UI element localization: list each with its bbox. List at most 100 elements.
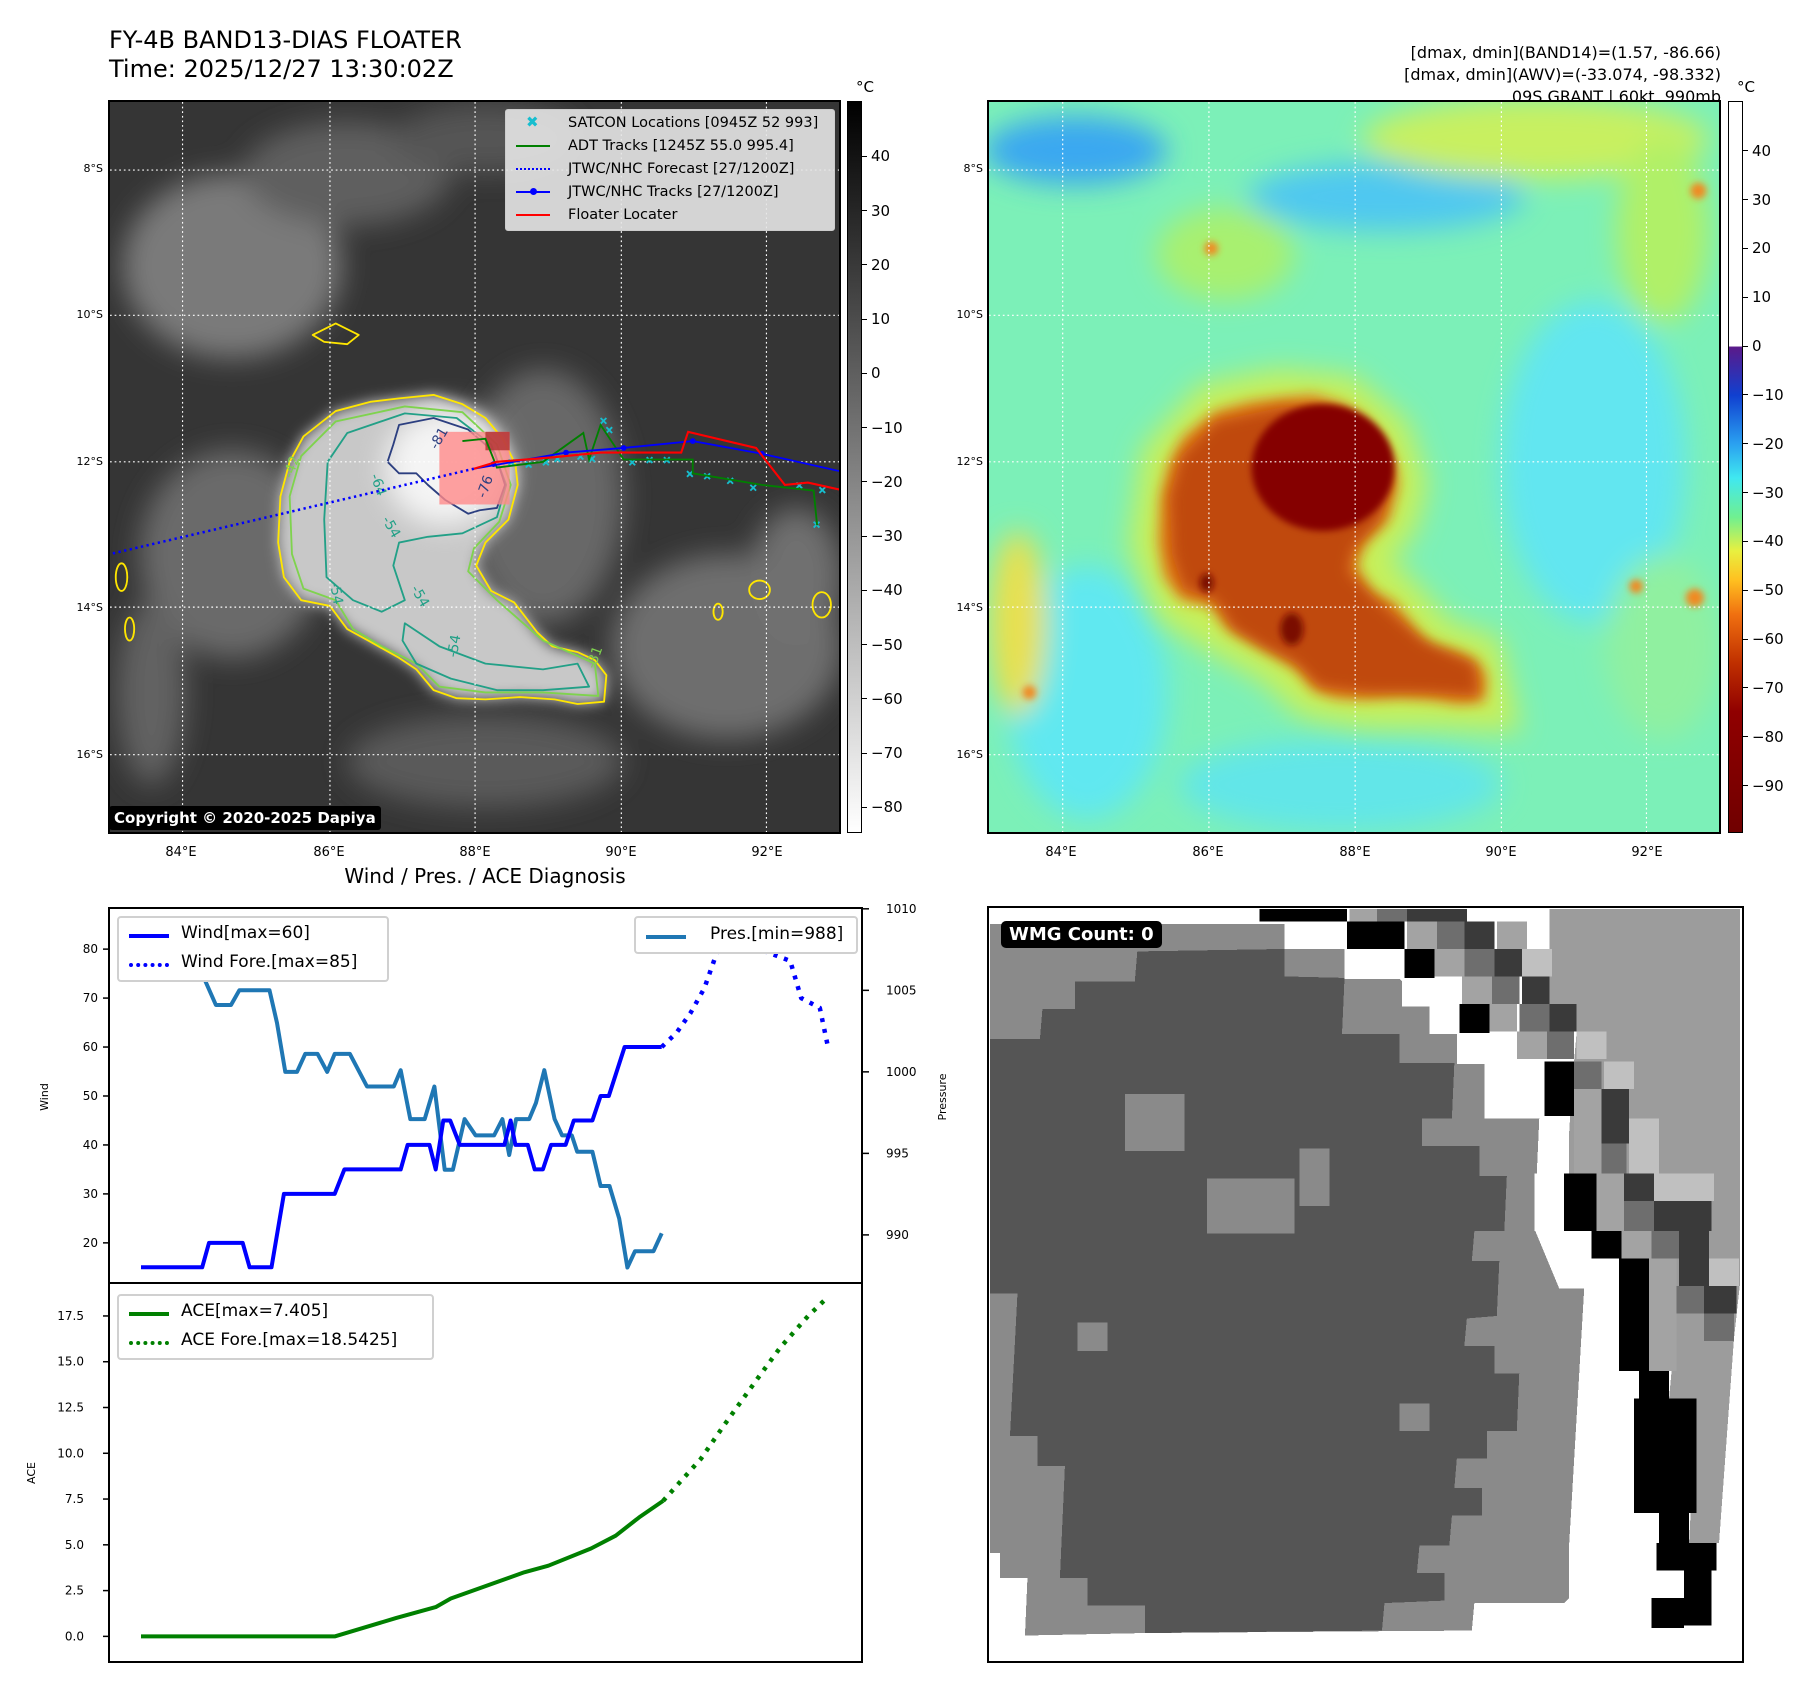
adt-track xyxy=(462,422,819,526)
line-icon xyxy=(129,922,169,944)
awv-spots xyxy=(1022,182,1707,700)
colorbar-tick-label: −10 xyxy=(1752,385,1784,404)
ace-tick-label: 17.5 xyxy=(57,1309,84,1323)
ace-tick-label: 12.5 xyxy=(57,1401,84,1415)
dotted-line-icon xyxy=(516,158,550,180)
lat-label: 14°S xyxy=(76,601,103,614)
colorbar-tick-label: −90 xyxy=(1752,776,1784,795)
lat-label: 16°S xyxy=(76,748,103,761)
legend-label: JTWC/NHC Tracks [27/1200Z] xyxy=(568,184,779,200)
lat-label: 10°S xyxy=(956,308,983,321)
colorbar-tick xyxy=(862,264,867,266)
contour-green xyxy=(288,405,600,697)
legend-label: Floater Locater xyxy=(568,207,678,223)
awv-map xyxy=(987,100,1721,834)
wind-line xyxy=(141,1045,662,1270)
line-dot-icon xyxy=(516,181,550,203)
ace-tick-label: 2.5 xyxy=(65,1584,84,1598)
ace-line xyxy=(141,1499,665,1639)
colorbar-tick xyxy=(1743,296,1748,298)
colorbar-tick-label: 0 xyxy=(1752,337,1762,356)
legend-item-ace: ACE[max=7.405] xyxy=(129,1296,328,1326)
lon-label: 84°E xyxy=(1045,845,1077,860)
colorbar-tick-label: 20 xyxy=(1752,239,1772,258)
wmg-panel xyxy=(987,906,1744,1663)
pressure-tick-label: 1005 xyxy=(886,983,917,997)
line-icon xyxy=(516,204,550,226)
legend-label: JTWC/NHC Forecast [27/1200Z] xyxy=(568,161,795,177)
colorbar-tick-label: −20 xyxy=(871,472,903,491)
figure-title: FY-4B BAND13-DIAS FLOATER Time: 2025/12/… xyxy=(109,26,462,84)
wind-tick-label: 50 xyxy=(83,1089,98,1103)
colorbar-tick xyxy=(1743,150,1748,152)
colorbar-tick xyxy=(862,589,867,591)
wind-tick-label: 40 xyxy=(83,1138,98,1152)
ace-tick-label: 5.0 xyxy=(65,1538,84,1552)
legend-item-adt: ADT Tracks [1245Z 55.0 995.4] xyxy=(516,135,794,157)
colorbar-tick xyxy=(1743,199,1748,201)
dotted-line-icon xyxy=(129,951,169,973)
colorbar-tick-label: −60 xyxy=(871,689,903,708)
pressure-tick-label: 1010 xyxy=(886,902,917,916)
copyright-badge: Copyright © 2020-2025 Dapiya xyxy=(109,806,381,830)
map-legend: ✖ SATCON Locations [0945Z 52 993] ADT Tr… xyxy=(505,109,835,231)
colorbar-tick-label: 10 xyxy=(1752,288,1772,307)
colorbar-tick-label: −50 xyxy=(871,635,903,654)
jtwc-forecast-track xyxy=(110,467,475,556)
colorbar-tick-label: 10 xyxy=(871,310,891,329)
contour-teal-tail xyxy=(401,622,591,692)
colorbar-tick xyxy=(862,752,867,754)
colorbar-tick-label: −70 xyxy=(1752,678,1784,697)
colorbar-tick xyxy=(1743,492,1748,494)
lat-label: 16°S xyxy=(956,748,983,761)
pressure-axis-label: Pressure xyxy=(936,1073,949,1120)
legend-item-jtwc-tracks: JTWC/NHC Tracks [27/1200Z] xyxy=(516,181,779,203)
legend-label: SATCON Locations [0945Z 52 993] xyxy=(568,115,819,131)
colorbar-tick xyxy=(1743,540,1748,542)
lon-label: 90°E xyxy=(605,845,637,860)
gridlines xyxy=(989,102,1719,832)
title-time: Time: 2025/12/27 13:30:02Z xyxy=(109,55,454,83)
ace-axis-label: ACE xyxy=(25,1462,38,1484)
pressure-tick-label: 990 xyxy=(886,1228,909,1242)
colorbar-tick-label: 30 xyxy=(1752,190,1772,209)
ace-legend: ACE[max=7.405] ACE Fore.[max=18.5425] xyxy=(117,1294,434,1360)
wmg-count-badge: WMG Count: 0 xyxy=(1001,921,1162,948)
legend-item-satcon: ✖ SATCON Locations [0945Z 52 993] xyxy=(516,112,818,134)
wmg-region-dark xyxy=(989,948,1520,1634)
info-awv-range: [dmax, dmin](AWV)=(-33.074, -98.332) xyxy=(1404,65,1721,84)
legend-label: Wind[max=60] xyxy=(181,923,310,943)
colorbar-tick xyxy=(862,372,867,374)
legend-label: ADT Tracks [1245Z 55.0 995.4] xyxy=(568,138,794,154)
colorbar-tick xyxy=(862,481,867,483)
info-band14-range: [dmax, dmin](BAND14)=(1.57, -86.66) xyxy=(1410,43,1721,62)
legend-item-wind: Wind[max=60] xyxy=(129,918,310,948)
colorbar-tick xyxy=(862,644,867,646)
colorbar-tick-label: −20 xyxy=(1752,434,1784,453)
colorbar-tick xyxy=(1743,247,1748,249)
colorbar-tick xyxy=(1743,394,1748,396)
contour-label: -54 xyxy=(326,581,346,606)
storm-info: [dmax, dmin](BAND14)=(1.57, -86.66) [dma… xyxy=(1404,42,1721,108)
colorbar-tick xyxy=(1743,589,1748,591)
contour-yellow xyxy=(277,394,608,705)
colorbar-tick xyxy=(1743,443,1748,445)
ace-tick-label: 7.5 xyxy=(65,1492,84,1506)
lon-label: 88°E xyxy=(1339,845,1371,860)
wind-tick-label: 20 xyxy=(83,1236,98,1250)
lat-label: 8°S xyxy=(963,162,983,175)
line-icon xyxy=(646,923,686,945)
colorbar-tick xyxy=(1743,345,1748,347)
lon-label: 90°E xyxy=(1485,845,1517,860)
legend-item-ace-forecast: ACE Fore.[max=18.5425] xyxy=(129,1325,397,1355)
colorbar-tick-label: −40 xyxy=(871,581,903,600)
contour-label: -42 xyxy=(281,454,304,481)
lon-label: 86°E xyxy=(1192,845,1224,860)
colorbar-tick-label: 40 xyxy=(871,147,891,166)
pressure-tick-label: 995 xyxy=(886,1146,909,1160)
legend-label: ACE Fore.[max=18.5425] xyxy=(181,1330,398,1350)
colorbar-tick-label: −30 xyxy=(871,527,903,546)
colorbar-tick-label: −70 xyxy=(871,744,903,763)
legend-item-jtwc-forecast: JTWC/NHC Forecast [27/1200Z] xyxy=(516,158,794,180)
band13-colorbar xyxy=(847,101,862,833)
